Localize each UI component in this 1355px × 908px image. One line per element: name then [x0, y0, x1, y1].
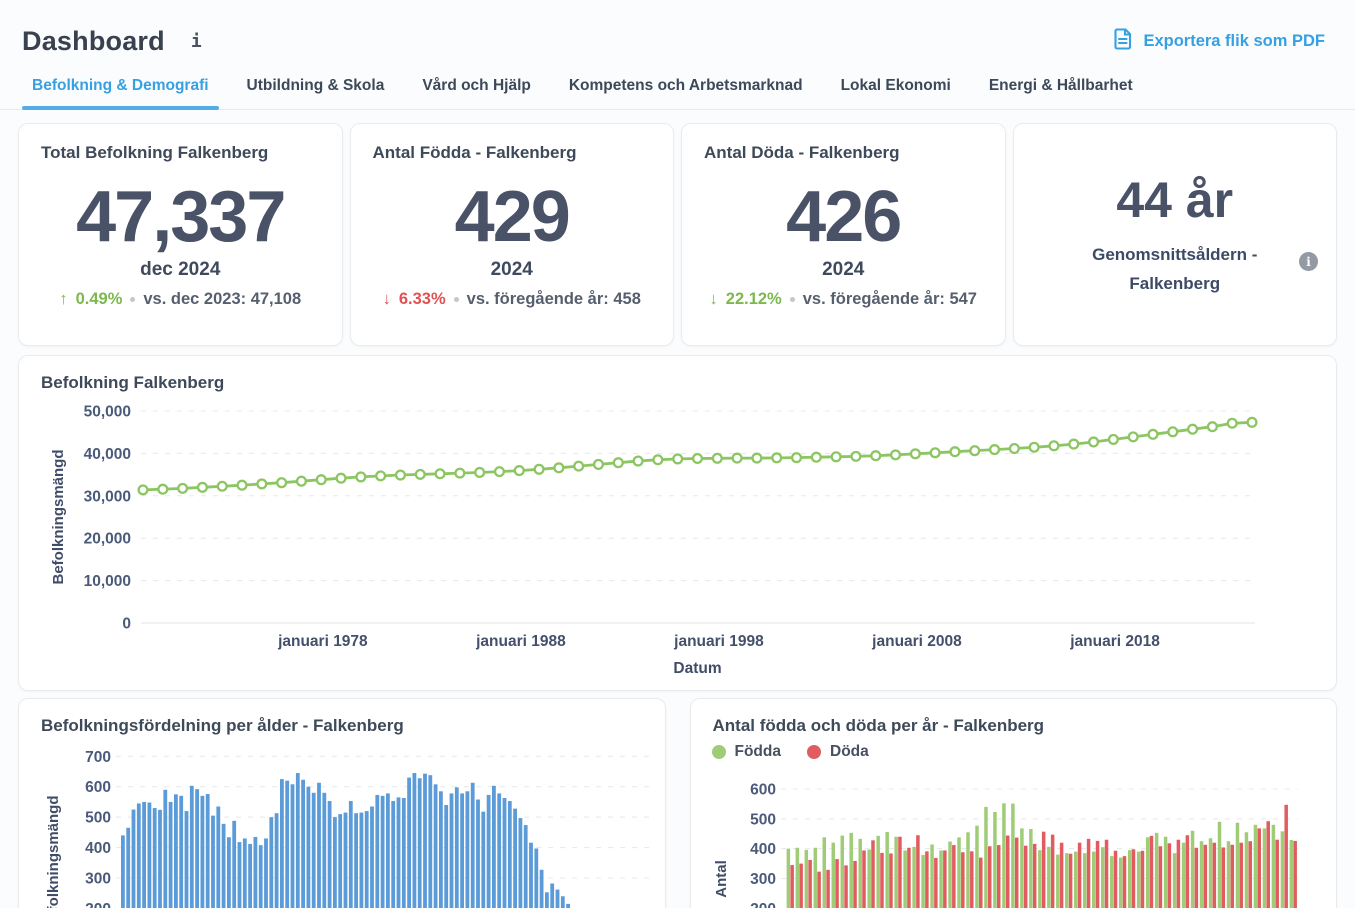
births-deaths-chart-card: Antal födda och döda per år - Falkenberg… [689, 698, 1337, 908]
legend-label: Födda [734, 743, 782, 760]
svg-text:20,000: 20,000 [84, 531, 131, 548]
kpi-period: 2024 [490, 259, 533, 280]
population-line-chart: 0 10,000 20,000 30,000 40,000 50,000 Befolknin… [50, 404, 1258, 677]
svg-text:40,000: 40,000 [84, 446, 131, 463]
tab-befolkning-demografi[interactable]: Befolkning & Demografi [22, 77, 219, 110]
svg-text:400: 400 [750, 841, 776, 858]
kpi-period: dec 2024 [140, 259, 221, 280]
kpi-label: Genomsnittsåldern - Falkenberg [1092, 245, 1258, 293]
chart-title: Befolkning Falkenberg [41, 373, 225, 392]
legend-item-doda: Döda [807, 743, 869, 761]
kpi-title: Antal Döda - Falkenberg [704, 143, 900, 162]
svg-text:Antal: Antal [713, 860, 730, 898]
tab-lokal-ekonomi[interactable]: Lokal Ekonomi [840, 77, 951, 94]
arrow-up-icon: ↑ [59, 290, 68, 308]
svg-text:30,000: 30,000 [84, 488, 131, 505]
kpi-value: 426 [786, 177, 902, 257]
tab-bar: Befolkning & Demografi Utbildning & Skol… [0, 57, 1355, 110]
dot-separator [453, 297, 459, 302]
age-distribution-chart-card: Befolkningsfördelning per ålder - Falken… [18, 698, 666, 908]
kpi-title: Total Befolkning Falkenberg [41, 143, 269, 162]
svg-text:600: 600 [750, 782, 776, 799]
bottom-chart-row: Befolkningsfördelning per ålder - Falken… [0, 691, 1355, 908]
kpi-value: 44 år [1116, 172, 1234, 229]
tab-energi-hallbarhet[interactable]: Energi & Hållbarhet [988, 77, 1133, 94]
births-deaths-bar-chart: 0100200300400500600Antal [713, 782, 1298, 908]
export-pdf-button[interactable]: Exportera flik som PDF [1114, 28, 1325, 55]
kpi-period: 2024 [822, 259, 865, 280]
kpi-value: 429 [454, 177, 571, 257]
chart-title: Antal födda och döda per år - Falkenberg [712, 716, 1045, 735]
svg-text:januari 1998: januari 1998 [673, 633, 764, 650]
kpi-comparison: vs. föregående år: 458 [466, 290, 641, 308]
svg-text:Datum: Datum [673, 660, 721, 677]
svg-text:200: 200 [85, 901, 111, 908]
kpi-comparison: vs. dec 2023: 47,108 [143, 290, 302, 308]
kpi-delta-row: ↓ 6.33% vs. föregående år: 458 [373, 290, 652, 309]
green-dot-icon [711, 745, 726, 759]
tab-utbildning-skola[interactable]: Utbildning & Skola [246, 77, 385, 94]
tab-vard-och-hjalp[interactable]: Vård och Hjälp [422, 77, 531, 94]
chart-title: Befolkningsfördelning per ålder - Falken… [41, 716, 404, 735]
kpi-card-antal-fodda: Antal Födda - Falkenberg 429 2024 ↓ 6.33… [349, 123, 674, 346]
header: Dashboard i Exportera flik som PDF [0, 0, 1355, 57]
tab-kompetens-arbetsmarknad[interactable]: Kompetens och Arbetsmarknad [568, 77, 803, 94]
dot-separator [789, 297, 795, 302]
arrow-down-icon: ↓ [709, 290, 718, 308]
arrow-down-icon: ↓ [382, 290, 391, 308]
svg-text:0: 0 [122, 616, 131, 633]
svg-text:januari 2018: januari 2018 [1069, 633, 1160, 650]
svg-text:600: 600 [85, 779, 111, 796]
delta-percent: 22.12% [725, 290, 782, 308]
svg-text:Befolkningsmängd: Befolkningsmängd [45, 795, 62, 908]
dot-separator [130, 297, 136, 302]
svg-text:500: 500 [750, 811, 776, 828]
kpi-value: 47,337 [76, 177, 286, 257]
kpi-comparison: vs. föregående år: 547 [802, 290, 977, 308]
kpi-delta-row: ↓ 22.12% vs. föregående år: 547 [704, 290, 983, 309]
svg-text:januari 1988: januari 1988 [475, 633, 566, 650]
svg-text:50,000: 50,000 [84, 404, 131, 421]
kpi-row: Total Befolkning Falkenberg 47,337 dec 2… [0, 110, 1355, 346]
delta-percent: 6.33% [398, 290, 446, 308]
svg-text:januari 1978: januari 1978 [277, 633, 368, 650]
population-line-chart-card: Befolkning Falkenberg 0 10,000 20,000 30,00… [18, 355, 1337, 691]
red-dot-icon [807, 745, 821, 759]
svg-text:januari 2008: januari 2008 [871, 633, 962, 650]
svg-text:700: 700 [85, 749, 111, 766]
svg-text:200: 200 [750, 901, 776, 908]
kpi-card-genomsnittsalder: 44 år Genomsnittsåldern - Falkenberg i [1012, 123, 1337, 346]
page-title: Dashboard [22, 26, 165, 56]
delta-percent: 0.49% [75, 290, 123, 308]
kpi-card-antal-doda: Antal Döda - Falkenberg 426 2024 ↓ 22.12… [681, 123, 1006, 346]
svg-text:500: 500 [85, 810, 111, 827]
kpi-delta-row: ↑ 0.49% vs. dec 2023: 47,108 [41, 290, 320, 309]
age-distribution-bar-chart: 0100200300400500600700Befolkningsmängd [45, 749, 652, 908]
info-icon[interactable]: i [1299, 252, 1318, 271]
export-pdf-label: Exportera flik som PDF [1143, 32, 1325, 50]
document-icon [1114, 28, 1133, 55]
svg-text:300: 300 [85, 871, 111, 888]
chart-legend: Födda Döda [711, 743, 869, 761]
svg-text:400: 400 [85, 840, 111, 857]
svg-text:Befolkningsmängd: Befolkningsmängd [50, 449, 67, 584]
info-icon[interactable]: i [190, 31, 202, 52]
svg-text:300: 300 [750, 871, 776, 888]
legend-label: Döda [830, 743, 869, 760]
kpi-title: Antal Födda - Falkenberg [372, 143, 577, 162]
kpi-card-total-befolkning: Total Befolkning Falkenberg 47,337 dec 2… [18, 123, 343, 346]
legend-item-fodda: Födda [711, 743, 782, 761]
svg-text:10,000: 10,000 [84, 573, 131, 590]
